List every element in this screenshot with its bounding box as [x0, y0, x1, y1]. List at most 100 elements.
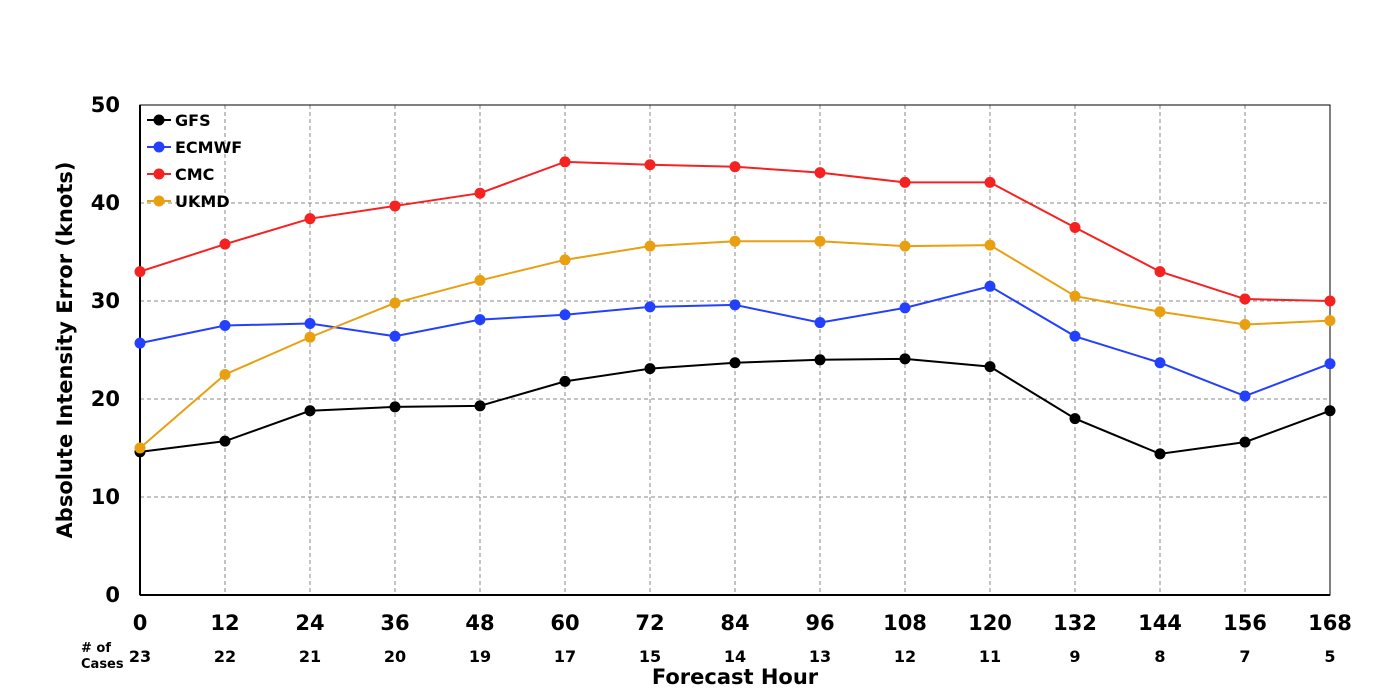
x-tick-label: 48 [465, 611, 494, 635]
data-point-ecmwf [389, 330, 401, 342]
series-ukmd [134, 235, 1336, 454]
y-tick-label: 40 [91, 191, 120, 215]
legend: GFS ECMWF CMC UKMD [147, 111, 242, 211]
x-tick-label: 24 [295, 611, 324, 635]
case-count-label: 13 [809, 647, 831, 666]
data-point-cmc [984, 176, 996, 188]
data-point-ecmwf [474, 314, 486, 326]
series-ecmwf [134, 280, 1336, 402]
legend-item-gfs: GFS [147, 111, 211, 130]
data-point-ecmwf [1154, 357, 1166, 369]
series-cmc [134, 156, 1336, 307]
data-point-ecmwf [559, 309, 571, 321]
data-point-ukmd [984, 239, 996, 251]
legend-item-cmc: CMC [147, 165, 214, 184]
x-tick-label: 96 [805, 611, 834, 635]
legend-swatch-marker [153, 114, 165, 126]
legend-item-ecmwf: ECMWF [147, 138, 242, 157]
y-tick-label: 20 [91, 387, 120, 411]
data-point-ecmwf [219, 320, 231, 331]
data-point-gfs [1324, 405, 1336, 417]
legend-swatch-marker [153, 195, 165, 207]
data-point-cmc [134, 266, 146, 278]
data-point-ecmwf [814, 317, 826, 329]
x-tick-label: 84 [720, 611, 749, 635]
case-count-label: 9 [1069, 647, 1080, 666]
data-point-ukmd [644, 240, 656, 252]
case-count-label: 12 [894, 647, 916, 666]
case-count-label: 5 [1324, 647, 1335, 666]
data-point-ukmd [729, 235, 741, 247]
legend-label: GFS [175, 111, 211, 130]
data-point-gfs [474, 400, 486, 412]
data-point-gfs [984, 361, 996, 373]
case-count-label: 11 [979, 647, 1001, 666]
series-gfs [134, 353, 1336, 460]
case-count-label: 15 [639, 647, 661, 666]
cases-label-line1: # of [81, 641, 111, 656]
data-point-ecmwf [984, 280, 996, 292]
y-tick-label: 0 [105, 583, 120, 607]
legend-label: CMC [175, 165, 214, 184]
axes [139, 104, 1331, 596]
data-point-cmc [474, 187, 486, 199]
x-tick-label: 156 [1223, 611, 1267, 635]
legend-label: UKMD [175, 192, 230, 211]
data-point-ukmd [1069, 290, 1081, 302]
data-point-ecmwf [644, 301, 656, 313]
cases-label-line2: Cases [81, 657, 124, 672]
data-point-ecmwf [134, 337, 146, 349]
data-point-gfs [814, 354, 826, 366]
x-tick-label: 120 [968, 611, 1012, 635]
data-point-ecmwf [899, 302, 911, 314]
data-point-cmc [1069, 222, 1081, 233]
data-point-cmc [1239, 293, 1251, 305]
case-count-label: 20 [384, 647, 406, 666]
data-point-gfs [559, 375, 571, 387]
data-point-ukmd [134, 442, 146, 454]
data-point-ukmd [219, 369, 231, 380]
x-tick-label: 72 [635, 611, 664, 635]
data-point-cmc [559, 156, 571, 168]
data-point-ukmd [389, 297, 401, 309]
data-point-gfs [1069, 413, 1081, 425]
case-count-label: 14 [724, 647, 746, 666]
x-axis-title: Forecast Hour [652, 665, 819, 689]
y-axis-title: Absolute Intensity Error (knots) [53, 162, 77, 539]
data-point-gfs [304, 405, 316, 417]
tick-labels: 0 10 20 30 40 50 0 23 12 22 24 21 36 20 48 19 60 17 72 15 84… [91, 93, 1352, 666]
data-point-gfs [219, 435, 231, 447]
data-point-ecmwf [1324, 358, 1336, 370]
legend-item-ukmd: UKMD [147, 192, 230, 211]
series-layer [134, 156, 1336, 460]
x-tick-label: 0 [133, 611, 148, 635]
legend-swatch-marker [153, 168, 165, 180]
data-point-cmc [389, 200, 401, 212]
x-tick-label: 60 [550, 611, 579, 635]
data-point-ukmd [1154, 306, 1166, 318]
data-point-ecmwf [729, 299, 741, 311]
data-point-gfs [899, 353, 911, 365]
x-tick-label: 144 [1138, 611, 1182, 635]
data-point-ecmwf [304, 318, 316, 330]
data-point-cmc [304, 213, 316, 225]
x-tick-label: 36 [380, 611, 409, 635]
data-point-cmc [1324, 295, 1336, 307]
data-point-ecmwf [1069, 330, 1081, 342]
data-point-cmc [729, 161, 741, 173]
data-point-gfs [729, 357, 741, 369]
y-tick-label: 50 [91, 93, 120, 117]
y-tick-label: 30 [91, 289, 120, 313]
case-count-label: 7 [1239, 647, 1250, 666]
case-count-label: 22 [214, 647, 236, 666]
legend-label: ECMWF [175, 138, 242, 157]
data-point-cmc [219, 238, 231, 250]
data-point-ukmd [304, 331, 316, 343]
case-count-label: 17 [554, 647, 576, 666]
data-point-ukmd [814, 235, 826, 247]
data-point-ecmwf [1239, 390, 1251, 402]
data-point-cmc [899, 176, 911, 188]
data-point-gfs [389, 401, 401, 413]
x-tick-label: 108 [883, 611, 927, 635]
